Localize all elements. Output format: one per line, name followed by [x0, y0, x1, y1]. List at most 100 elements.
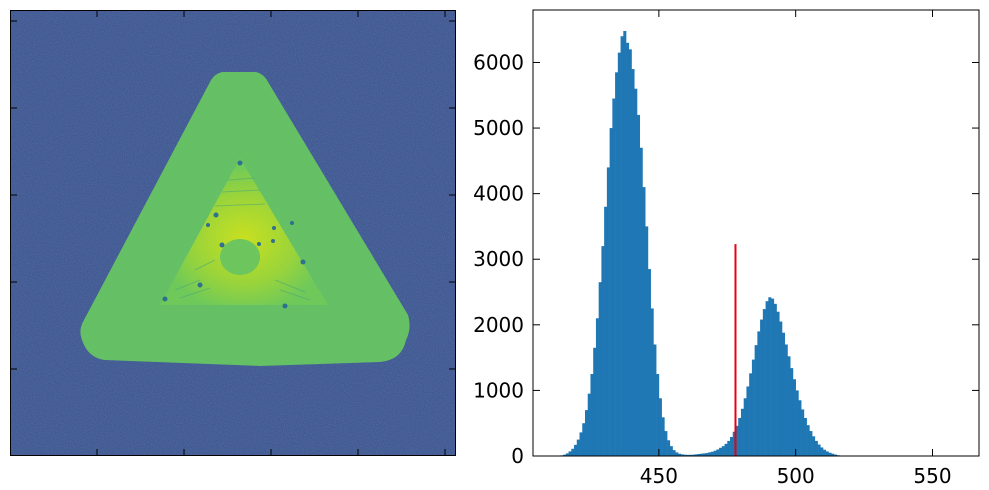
- histogram-bar: [697, 454, 701, 456]
- histogram-bar: [582, 423, 586, 456]
- histogram-bar: [620, 36, 624, 457]
- histogram-bar: [574, 444, 578, 456]
- histogram-bar: [612, 98, 616, 456]
- histogram-bar: [598, 282, 602, 456]
- histogram-bar: [806, 425, 810, 456]
- histogram-bar: [631, 69, 635, 456]
- micrograph-image: [10, 10, 456, 456]
- axis-tick-labels: 450 500 550 0 1000 2000 3000 4000 5000 6000: [473, 50, 951, 488]
- histogram-bar: [584, 410, 589, 456]
- histogram-bar: [678, 453, 682, 456]
- histogram-bar: [833, 454, 838, 456]
- histogram-bar: [650, 308, 654, 456]
- histogram-bar: [576, 439, 580, 456]
- core-dots: [162, 160, 306, 309]
- histogram-bar: [727, 440, 731, 456]
- histogram-bar: [694, 454, 698, 456]
- histogram-bar: [595, 318, 599, 456]
- histogram-bar: [781, 332, 786, 456]
- histogram-bar: [779, 321, 783, 456]
- histogram-bar: [708, 452, 712, 456]
- histogram-bar: [765, 301, 769, 456]
- histogram-bar: [686, 454, 690, 456]
- histogram-bar: [606, 167, 610, 456]
- histogram-bar: [732, 431, 736, 456]
- histogram-bar: [634, 88, 638, 457]
- histogram-bar: [617, 52, 621, 456]
- histogram-bar: [754, 345, 758, 456]
- histogram-bar: [713, 450, 717, 456]
- histogram-bar: [787, 356, 791, 456]
- histogram-bar: [667, 440, 671, 456]
- histogram-bar: [768, 297, 772, 456]
- histogram-bar: [628, 49, 632, 456]
- histogram-bar: [601, 246, 605, 456]
- y-tick-label: 2000: [473, 313, 524, 337]
- histogram-bar: [743, 398, 747, 456]
- y-tick-label: 4000: [473, 182, 524, 206]
- histogram-bar: [664, 431, 668, 456]
- histogram-bar: [795, 390, 799, 456]
- plot-frame: [532, 9, 980, 457]
- histogram-bar: [590, 374, 594, 456]
- histogram-bar: [691, 454, 695, 456]
- x-tick-label: 500: [777, 464, 815, 488]
- histogram-bar: [825, 451, 829, 456]
- histogram-bar: [683, 454, 687, 456]
- histogram-bar: [688, 454, 692, 456]
- histogram-bar: [771, 298, 775, 456]
- histogram-bar: [593, 347, 597, 456]
- core-striations: [174, 177, 311, 301]
- histogram-bar: [760, 319, 764, 456]
- histogram-bar: [571, 448, 575, 456]
- core-center-spot: [220, 239, 260, 275]
- histogram-bar: [817, 444, 821, 456]
- histogram-bar: [702, 453, 706, 456]
- histogram-bar: [762, 309, 766, 456]
- histogram-bar: [784, 344, 788, 456]
- histogram-bar: [623, 30, 627, 457]
- histogram-bar: [653, 344, 657, 456]
- y-tick-label: 6000: [473, 50, 524, 74]
- histogram-bar: [675, 452, 679, 456]
- histogram-bar: [801, 409, 805, 456]
- histogram-bar: [823, 449, 827, 456]
- histogram-bar: [751, 359, 755, 456]
- histogram-bars: [557, 30, 843, 457]
- y-tick-label: 3000: [473, 247, 524, 271]
- histogram-bar: [773, 303, 777, 456]
- histogram-bar: [716, 449, 720, 456]
- y-tick-label: 0: [511, 444, 524, 468]
- histogram-bar: [699, 453, 703, 456]
- histogram-bar: [658, 398, 662, 456]
- histogram-bar: [604, 206, 608, 456]
- histogram-bar: [563, 454, 567, 456]
- histogram-bar: [812, 436, 816, 456]
- y-tick-label: 1000: [473, 378, 524, 402]
- histogram-bar: [642, 187, 646, 456]
- histogram-bar: [738, 417, 742, 456]
- histogram-bar: [790, 368, 794, 456]
- histogram-bar: [626, 42, 630, 456]
- histogram-bar: [776, 311, 780, 456]
- histogram-bar: [757, 331, 761, 456]
- histogram-bar: [672, 450, 676, 456]
- histogram-bar: [609, 128, 613, 456]
- histogram-bar: [636, 114, 641, 456]
- histogram-bar: [803, 417, 807, 456]
- histogram-bar: [719, 447, 723, 456]
- histogram-bar: [721, 446, 725, 456]
- histogram-bar: [735, 425, 739, 456]
- histogram-bar: [820, 447, 824, 456]
- histogram-bar: [645, 226, 649, 456]
- histogram-bar: [730, 436, 734, 456]
- histogram-bar: [587, 393, 591, 456]
- y-tick-label: 5000: [473, 116, 524, 140]
- histogram-bar: [680, 454, 684, 456]
- histogram-bar: [669, 446, 673, 456]
- histogram-bar: [831, 453, 835, 456]
- histogram-bar: [579, 432, 583, 456]
- histogram-bar: [710, 451, 714, 456]
- histogram-bar: [798, 400, 802, 456]
